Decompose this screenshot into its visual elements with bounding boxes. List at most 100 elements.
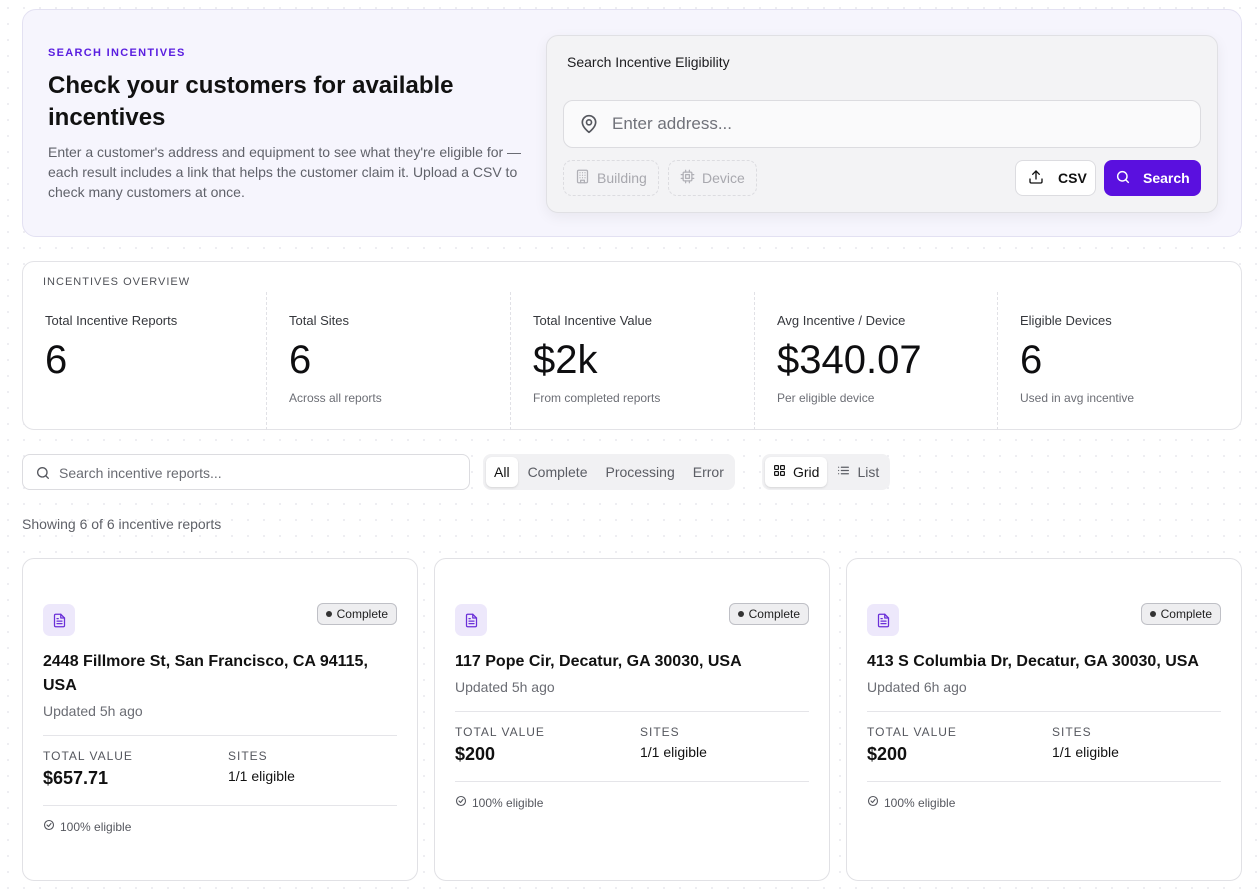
card-address: 2448 Fillmore St, San Francisco, CA 9411… <box>43 653 368 694</box>
card-address: 117 Pope Cir, Decatur, GA 30030, USA <box>455 653 742 670</box>
hero-eyebrow: SEARCH INCENTIVES <box>48 47 186 59</box>
sites-label: SITES <box>228 749 268 763</box>
stat-value: $340.07 <box>777 338 922 382</box>
csv-label: CSV <box>1058 170 1087 186</box>
stat-value: 6 <box>45 338 68 382</box>
stat-sub: Per eligible device <box>777 391 875 405</box>
building-icon <box>575 169 590 187</box>
view-grid-button[interactable]: Grid <box>765 457 828 487</box>
card-address: 413 S Columbia Dr, Decatur, GA 30030, US… <box>867 653 1199 670</box>
status-dot-icon <box>1149 611 1156 617</box>
filter-all[interactable]: All <box>486 457 518 487</box>
status-label: Complete <box>336 607 388 621</box>
building-chip[interactable]: Building <box>563 160 659 196</box>
report-search-input[interactable] <box>59 463 459 483</box>
overview-title: INCENTIVES OVERVIEW <box>43 276 191 288</box>
check-circle-icon <box>43 819 55 834</box>
eligibility-summary: 100% eligible <box>867 795 1221 810</box>
device-label: Device <box>702 170 745 186</box>
filter-complete[interactable]: Complete <box>520 457 596 487</box>
sites-value: 1/1 eligible <box>640 744 707 760</box>
search-icon <box>35 465 51 486</box>
stat-label: Total Sites <box>289 313 349 328</box>
check-circle-icon <box>867 795 879 810</box>
status-label: Complete <box>1160 607 1212 621</box>
total-value: $657.71 <box>43 768 109 788</box>
view-list-button[interactable]: List <box>829 457 887 487</box>
card-updated: Updated 5h ago <box>43 703 143 719</box>
list-icon <box>837 464 850 480</box>
map-pin-icon <box>579 114 599 139</box>
panel-title: Search Incentive Eligibility <box>567 54 730 70</box>
status-badge: Complete <box>728 603 809 625</box>
document-icon <box>455 604 487 636</box>
filter-error[interactable]: Error <box>685 457 732 487</box>
sites-label: SITES <box>640 725 680 739</box>
status-dot-icon <box>737 611 744 617</box>
card-stats: TOTAL VALUE SITES $657.71 1/1 eligible <box>43 735 397 806</box>
card-updated: Updated 5h ago <box>455 679 555 695</box>
search-eligibility-panel: Search Incentive Eligibility Building De… <box>546 35 1218 213</box>
view-toggle: Grid List <box>762 454 891 490</box>
stat-eligible-devices: Eligible Devices 6 Used in avg incentive <box>997 292 1241 430</box>
check-circle-icon <box>455 795 467 810</box>
view-grid-label: Grid <box>793 464 820 480</box>
eligible-text: 100% eligible <box>884 795 956 810</box>
cpu-icon <box>680 169 695 187</box>
card-stats: TOTAL VALUE SITES $200 1/1 eligible <box>455 711 809 782</box>
sites-label: SITES <box>1052 725 1092 739</box>
sites-value: 1/1 eligible <box>228 768 295 784</box>
stat-sub: Across all reports <box>289 391 382 405</box>
building-label: Building <box>597 170 647 186</box>
card-stats: TOTAL VALUE SITES $200 1/1 eligible <box>867 711 1221 782</box>
view-list-label: List <box>857 464 880 480</box>
stat-value: 6 <box>1020 338 1043 382</box>
status-filter-tabs: All Complete Processing Error <box>483 454 735 490</box>
report-card[interactable]: Complete 2448 Fillmore St, San Francisco… <box>22 558 418 881</box>
stat-value: 6 <box>289 338 312 382</box>
report-card[interactable]: Complete 413 S Columbia Dr, Decatur, GA … <box>846 558 1242 881</box>
report-card[interactable]: Complete 117 Pope Cir, Decatur, GA 30030… <box>434 558 830 881</box>
stat-value: $2k <box>533 338 598 382</box>
total-value-label: TOTAL VALUE <box>455 725 545 739</box>
filter-processing[interactable]: Processing <box>597 457 682 487</box>
total-value-label: TOTAL VALUE <box>867 725 957 739</box>
eligible-text: 100% eligible <box>472 795 544 810</box>
upload-icon <box>1028 169 1044 188</box>
device-chip[interactable]: Device <box>668 160 757 196</box>
stat-sub: Used in avg incentive <box>1020 391 1135 405</box>
csv-upload-button[interactable]: CSV <box>1015 160 1096 196</box>
status-label: Complete <box>748 607 800 621</box>
status-dot-icon <box>325 611 332 617</box>
stat-label: Total Incentive Value <box>533 313 652 328</box>
address-field[interactable] <box>563 100 1201 148</box>
eligibility-summary: 100% eligible <box>43 819 397 834</box>
stat-sub: From completed reports <box>533 391 661 405</box>
stat-total-sites: Total Sites 6 Across all reports <box>266 292 510 430</box>
search-icon <box>1115 169 1131 188</box>
status-badge: Complete <box>316 603 397 625</box>
stat-total-reports: Total Incentive Reports 6 <box>23 292 266 430</box>
stat-label: Total Incentive Reports <box>45 313 178 328</box>
search-button[interactable]: Search <box>1104 160 1201 196</box>
document-icon <box>43 604 75 636</box>
report-search-field[interactable] <box>22 454 470 490</box>
sites-value: 1/1 eligible <box>1052 744 1119 760</box>
stat-label: Eligible Devices <box>1020 313 1112 328</box>
eligibility-summary: 100% eligible <box>455 795 809 810</box>
search-incentives-hero: SEARCH INCENTIVES Check your customers f… <box>22 9 1242 237</box>
stat-label: Avg Incentive / Device <box>777 313 906 328</box>
address-input[interactable] <box>612 111 1182 137</box>
status-badge: Complete <box>1140 603 1221 625</box>
hero-title: Check your customers for available incen… <box>48 72 454 131</box>
card-updated: Updated 6h ago <box>867 679 967 695</box>
hero-description: Enter a customer's address and equipment… <box>48 144 522 200</box>
stat-avg-incentive: Avg Incentive / Device $340.07 Per eligi… <box>754 292 997 430</box>
incentives-overview: INCENTIVES OVERVIEW Total Incentive Repo… <box>22 261 1242 430</box>
total-value: $200 <box>867 744 908 764</box>
results-count: Showing 6 of 6 incentive reports <box>22 516 222 532</box>
document-icon <box>867 604 899 636</box>
stat-total-incentive-value: Total Incentive Value $2k From completed… <box>510 292 754 430</box>
grid-icon <box>773 464 786 480</box>
eligible-text: 100% eligible <box>60 819 132 834</box>
